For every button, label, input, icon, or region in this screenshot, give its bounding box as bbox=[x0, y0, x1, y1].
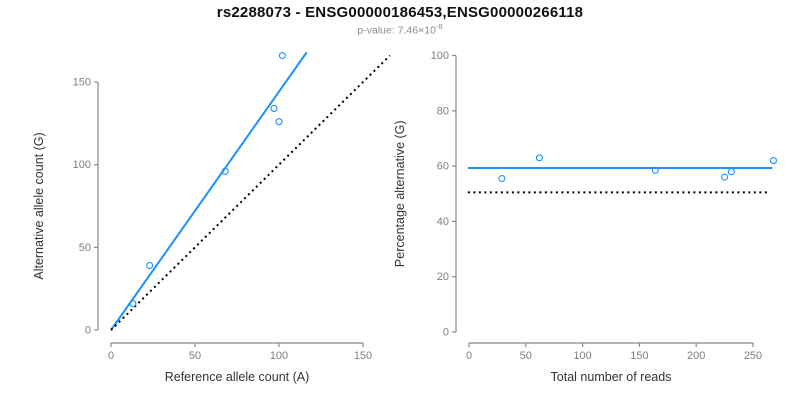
data-point bbox=[651, 166, 659, 174]
x-axis-label: Total number of reads bbox=[551, 370, 672, 384]
y-tick-label: 100 bbox=[431, 50, 449, 62]
x-tick-label: 50 bbox=[520, 350, 532, 362]
allele-count-scatter: 0 50 100 150 Reference allele count (A) 0 50 10… bbox=[32, 51, 391, 384]
data-point bbox=[769, 157, 777, 165]
x-axis: 0 50 100 150 200 250 Total number of reads bbox=[466, 342, 762, 384]
x-tick-label: 250 bbox=[744, 350, 762, 362]
x-tick-label: 150 bbox=[630, 350, 648, 362]
regression-line bbox=[110, 51, 308, 331]
y-tick-label: 0 bbox=[85, 325, 91, 337]
y-tick-label: 40 bbox=[437, 216, 449, 228]
data-point bbox=[221, 167, 229, 175]
x-tick-label: 200 bbox=[687, 350, 705, 362]
data-point bbox=[129, 299, 137, 308]
x-tick-label: 100 bbox=[573, 350, 591, 362]
data-point bbox=[498, 174, 506, 183]
percentage-reads-scatter: 0 50 100 150 200 250 Total number of reads 0 20 4… bbox=[393, 50, 777, 384]
pvalue-exponent: -8 bbox=[435, 22, 443, 31]
data-point bbox=[721, 173, 729, 181]
data-point bbox=[275, 118, 283, 126]
y-tick-label: 0 bbox=[443, 327, 449, 339]
x-tick-label: 100 bbox=[270, 350, 288, 362]
data-point bbox=[727, 168, 735, 176]
y-axis: 0 20 40 60 80 100 Percentage alternative (G) bbox=[393, 50, 457, 339]
y-tick-label: 20 bbox=[437, 271, 449, 283]
y-axis-label: Alternative allele count (G) bbox=[32, 132, 46, 279]
y-tick-label: 100 bbox=[73, 159, 91, 171]
pvalue-text: p-value: 7.46×10 bbox=[357, 24, 436, 37]
y-tick-label: 60 bbox=[437, 161, 449, 173]
plot-subtitle: p-value: 7.46×10-8 bbox=[0, 22, 800, 37]
identity-line bbox=[110, 54, 391, 331]
x-tick-label: 150 bbox=[354, 350, 372, 362]
y-tick-label: 80 bbox=[437, 105, 449, 117]
data-points bbox=[129, 51, 286, 308]
plot-title: rs2288073 - ENSG00000186453,ENSG00000266… bbox=[216, 4, 584, 21]
x-axis-label: Reference allele count (A) bbox=[165, 370, 310, 384]
x-axis: 0 50 100 150 Reference allele count (A) bbox=[108, 342, 372, 384]
data-point bbox=[146, 261, 154, 270]
data-point bbox=[278, 51, 286, 60]
y-axis: 0 50 100 150 Alternative allele count (G) bbox=[32, 77, 99, 337]
x-tick-label: 50 bbox=[189, 350, 201, 362]
y-tick-label: 50 bbox=[79, 242, 91, 254]
y-tick-label: 150 bbox=[73, 77, 91, 89]
y-axis-label: Percentage alternative (G) bbox=[393, 120, 407, 267]
data-points bbox=[498, 154, 777, 183]
data-point bbox=[270, 104, 278, 113]
data-point bbox=[535, 154, 543, 162]
x-tick-label: 0 bbox=[108, 350, 114, 362]
x-tick-label: 0 bbox=[466, 350, 472, 362]
